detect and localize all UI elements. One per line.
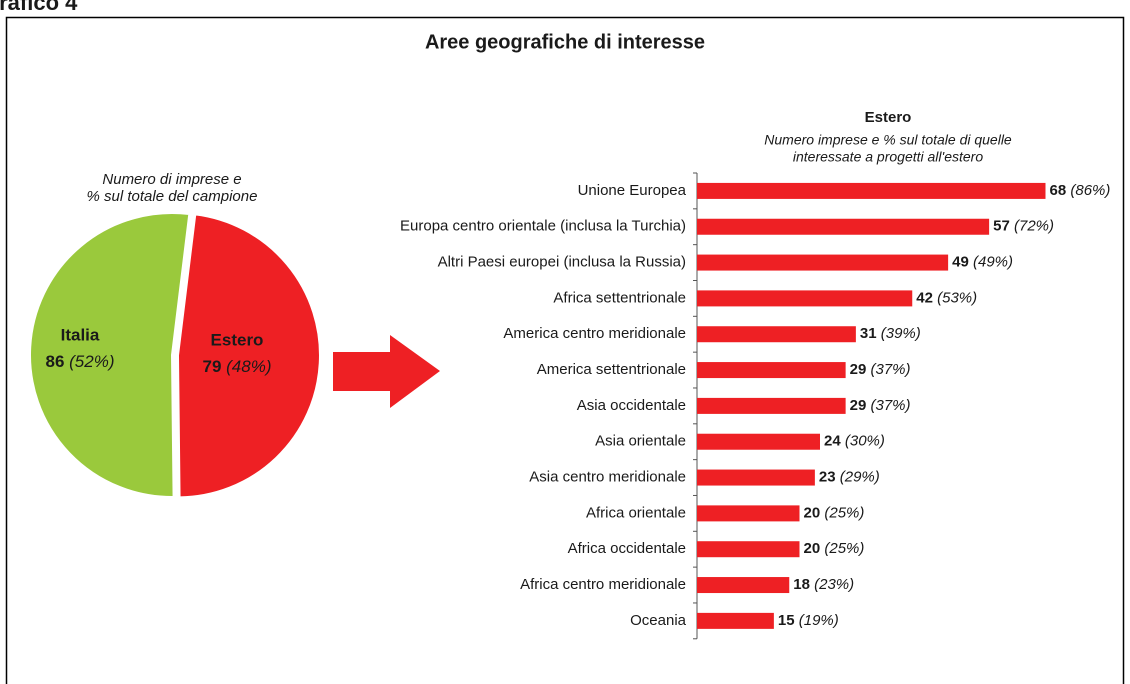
bar-value: 29 [850, 361, 867, 378]
bar-label: 20 (25%) [804, 504, 865, 521]
bar [697, 290, 913, 307]
bar [697, 254, 949, 271]
bar-share: (30%) [845, 433, 885, 450]
category-label: Asia occidentale [577, 397, 686, 414]
slice-label: 79 (48%) [202, 357, 271, 376]
bar [697, 505, 800, 522]
bar-share: (72%) [1014, 218, 1054, 235]
category-label: America centro meridionale [503, 325, 686, 342]
bar-label: 23 (29%) [819, 469, 880, 486]
arrow [333, 335, 440, 408]
bar [697, 469, 815, 486]
slice-share: (48%) [226, 357, 271, 376]
bar-label: 42 (53%) [916, 289, 977, 306]
bar-label: 15 (19%) [778, 612, 839, 629]
bar-label: 20 (25%) [804, 540, 865, 557]
bar-share: (37%) [870, 397, 910, 414]
bar-share: (29%) [840, 469, 880, 486]
bar-value: 20 [804, 504, 821, 521]
bar-share: (86%) [1070, 182, 1110, 199]
bar-label: 29 (37%) [850, 397, 911, 414]
bar-value: 57 [993, 218, 1010, 235]
bar-label: 31 (39%) [860, 325, 921, 342]
bar [697, 541, 800, 558]
category-label: Unione Europea [578, 182, 687, 199]
bar [697, 326, 856, 343]
bar-label: 68 (86%) [1050, 182, 1111, 199]
slice-label: 86 (52%) [45, 352, 114, 371]
pie-subtitle: % sul totale del campione [87, 188, 258, 205]
pie-slice [29, 212, 191, 498]
category-label: Asia centro meridionale [529, 469, 686, 486]
bar [697, 577, 790, 594]
category-label: Europa centro orientale (inclusa la Turc… [400, 218, 686, 235]
bar-label: 57 (72%) [993, 218, 1054, 235]
category-label: Africa occidentale [568, 540, 686, 557]
bar-share: (25%) [824, 504, 864, 521]
category-label: Oceania [630, 612, 687, 629]
bar-value: 18 [793, 576, 810, 593]
bar-share: (49%) [973, 254, 1013, 271]
bar-value: 42 [916, 289, 933, 306]
bar-value: 49 [952, 254, 969, 271]
frame [5, 16, 1125, 684]
chart-title: Aree geografiche di interesse [425, 31, 705, 53]
bar-value: 31 [860, 325, 877, 342]
category-label: Altri Paesi europei (inclusa la Russia) [438, 254, 686, 271]
bar [697, 218, 990, 235]
category-label: Africa orientale [586, 504, 686, 521]
bar-share: (23%) [814, 576, 854, 593]
slice-name: Italia [61, 325, 100, 344]
category-label: Africa centro meridionale [520, 576, 686, 593]
bar-subtitle: Numero imprese e % sul totale di quelle [764, 132, 1012, 148]
slice-share: (52%) [69, 352, 114, 371]
bar-label: 18 (23%) [793, 576, 854, 593]
bar-share: (37%) [870, 361, 910, 378]
bar [697, 612, 774, 629]
bar-label: 29 (37%) [850, 361, 911, 378]
pie-subtitle: Numero di imprese e [102, 171, 241, 188]
pie-slice [176, 213, 321, 499]
slice-value: 79 [202, 357, 221, 376]
bar-value: 23 [819, 469, 836, 486]
slice-name: Estero [211, 330, 264, 349]
bar-share: (25%) [824, 540, 864, 557]
bar-share: (19%) [799, 612, 839, 629]
bar [697, 433, 820, 450]
bar-value: 20 [804, 540, 821, 557]
category-label: Africa settentrionale [553, 289, 686, 306]
bar-share: (53%) [937, 289, 977, 306]
category-label: Asia orientale [595, 433, 686, 450]
bar-value: 68 [1050, 182, 1067, 199]
bar [697, 397, 846, 414]
bar-value: 29 [850, 397, 867, 414]
bar [697, 362, 846, 379]
bar-label: 49 (49%) [952, 254, 1013, 271]
bar-subtitle: interessate a progetti all'estero [793, 149, 983, 165]
bar-value: 24 [824, 433, 841, 450]
bar [697, 182, 1046, 199]
bar-title: Estero [865, 109, 912, 126]
category-label: America settentrionale [537, 361, 686, 378]
bar-label: 24 (30%) [824, 433, 885, 450]
page-title: Grafico 4 [0, 0, 78, 15]
slice-value: 86 [45, 352, 64, 371]
bar-value: 15 [778, 612, 795, 629]
bar-share: (39%) [881, 325, 921, 342]
